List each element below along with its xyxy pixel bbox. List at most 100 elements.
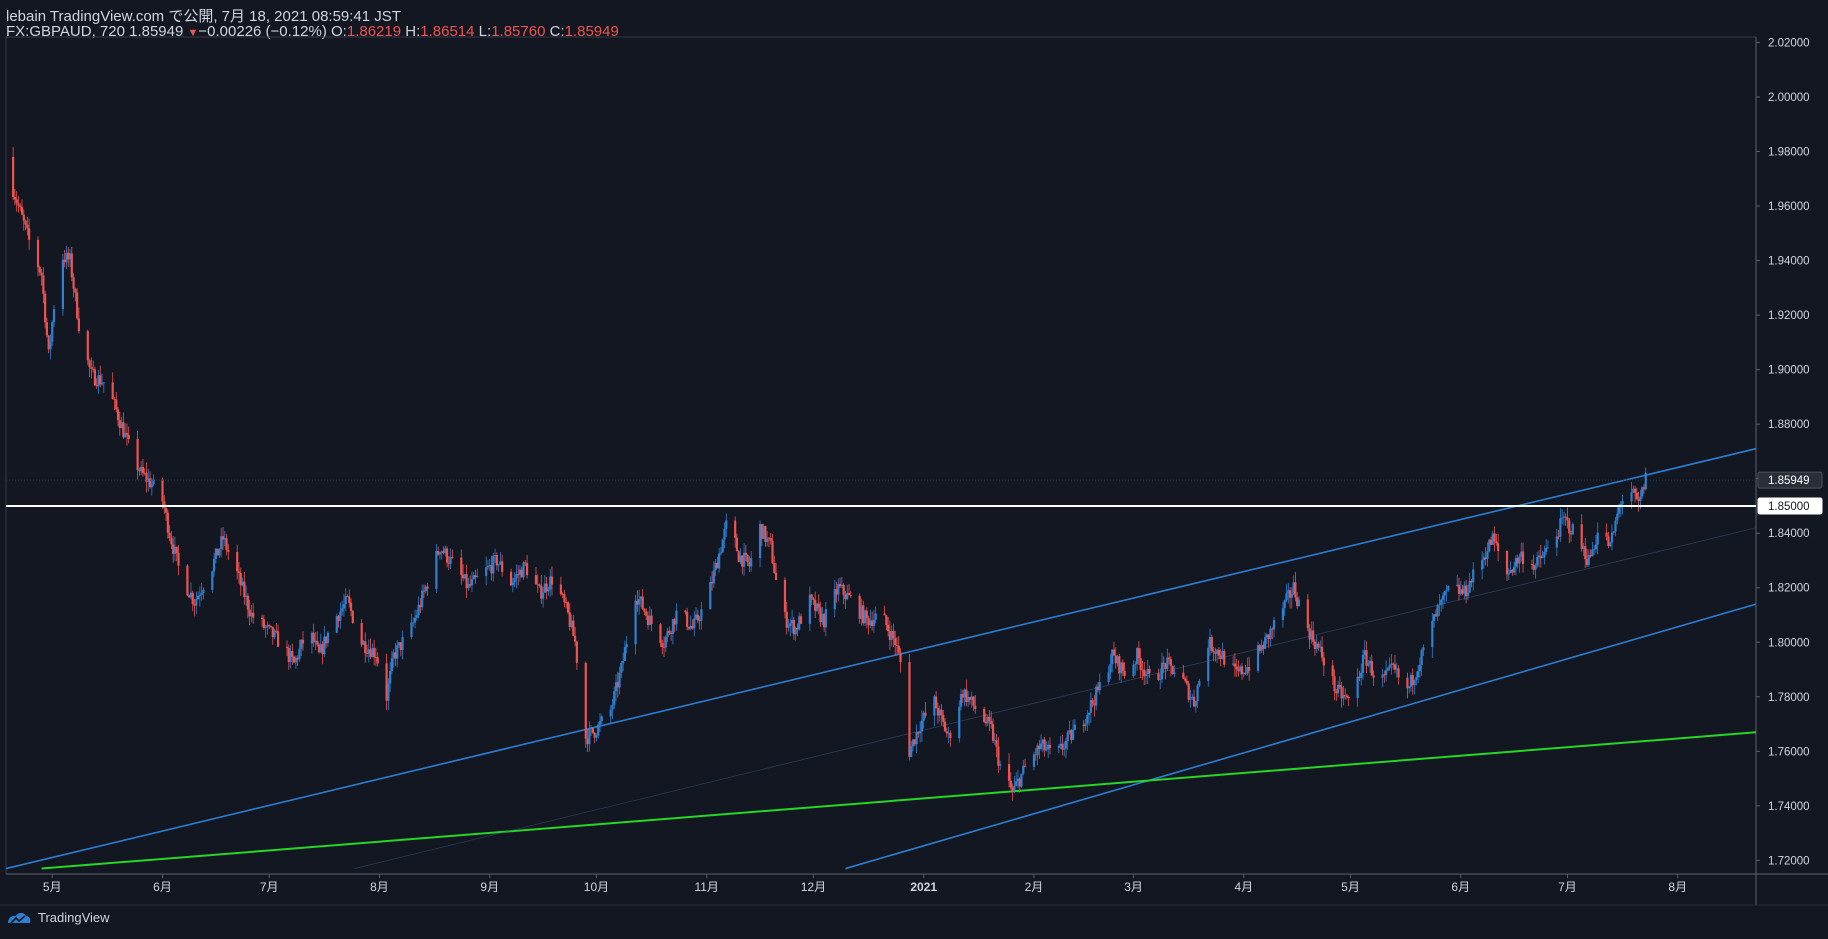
candle-body xyxy=(90,367,93,369)
candle-body xyxy=(360,622,363,645)
candle-body xyxy=(543,583,546,593)
candle-body xyxy=(1294,582,1297,598)
candle-body xyxy=(1472,569,1475,583)
candle-body xyxy=(467,584,470,589)
candle-body xyxy=(1095,686,1098,706)
plot-border xyxy=(5,36,1757,875)
candle-body xyxy=(915,732,918,745)
candle-body xyxy=(1536,556,1539,566)
candle-body xyxy=(908,662,911,757)
candle-body xyxy=(77,318,81,332)
candle-body xyxy=(686,611,689,627)
candle-body xyxy=(1481,560,1484,570)
candle-body xyxy=(1310,630,1313,640)
candle-body xyxy=(639,596,643,600)
candle-body xyxy=(1242,672,1245,675)
candle-body xyxy=(1132,664,1135,676)
candle-body xyxy=(641,596,644,610)
candle-body xyxy=(590,728,593,729)
candle-body xyxy=(1020,773,1023,787)
candle-body xyxy=(444,548,447,554)
candle-body xyxy=(1372,675,1375,678)
candle-body xyxy=(1594,544,1598,550)
y-tick-label: 1.78000 xyxy=(1768,692,1810,704)
candle-body xyxy=(1139,658,1142,670)
candle-body xyxy=(268,625,271,626)
candle-body xyxy=(1166,657,1169,669)
candle-body xyxy=(1283,600,1286,609)
candle-body xyxy=(1557,536,1560,538)
candle-body xyxy=(321,644,324,654)
candle-body xyxy=(493,555,497,557)
candle-body xyxy=(1047,744,1050,750)
candle-body xyxy=(243,581,246,598)
symbol-label[interactable]: FX:GBPAUD, 720 xyxy=(6,23,125,40)
candle-body xyxy=(1384,670,1388,676)
candle-body xyxy=(1418,665,1421,672)
candle-body xyxy=(260,617,264,620)
candle-body xyxy=(947,732,950,734)
candle-body xyxy=(796,627,799,630)
candle-body xyxy=(618,672,621,688)
candle-body xyxy=(1288,590,1292,598)
candle-body xyxy=(636,600,639,605)
candle-body xyxy=(1059,743,1062,746)
candle-body xyxy=(598,721,602,725)
low-value: 1.85760 xyxy=(491,23,546,40)
candle-body xyxy=(1489,539,1493,546)
candle-body xyxy=(218,549,221,556)
candle-body xyxy=(675,610,678,625)
candle-body xyxy=(1048,744,1052,748)
candle-body xyxy=(362,641,365,645)
candle-body xyxy=(52,309,56,323)
candle-body xyxy=(1256,645,1260,671)
trendlines[interactable] xyxy=(5,447,1757,870)
candle-body xyxy=(1457,584,1461,594)
candle-body xyxy=(12,156,15,197)
candle-body xyxy=(1148,669,1151,674)
candle-body xyxy=(1358,676,1361,678)
candle-body xyxy=(572,620,575,636)
candle-body xyxy=(1281,608,1285,621)
candle-body xyxy=(1011,787,1014,791)
candle-body xyxy=(673,619,676,625)
candle-body xyxy=(1118,656,1121,674)
candle-body xyxy=(186,565,189,596)
price-axis[interactable]: 1.72000 1.74000 1.76000 1.78000 1.80000 1.820… xyxy=(1756,37,1823,867)
candle-body xyxy=(346,596,349,597)
candle-body xyxy=(815,603,819,611)
horizontal-level[interactable] xyxy=(6,479,1756,507)
candle-body xyxy=(871,620,874,626)
candle-body xyxy=(968,696,972,700)
candle-body xyxy=(959,694,963,707)
candle-body xyxy=(819,607,822,623)
candle-body xyxy=(1530,563,1534,565)
candle-body xyxy=(1436,605,1439,617)
candle-body xyxy=(214,548,217,559)
candle-body xyxy=(236,552,239,572)
candle-body xyxy=(301,639,305,644)
candle-body xyxy=(520,569,523,578)
open-value: 1.86219 xyxy=(346,23,402,40)
candle-body xyxy=(922,712,925,721)
candle-body xyxy=(721,539,724,553)
candle-body xyxy=(440,551,443,553)
time-axis[interactable]: 5月 6月 7月 8月 9月 10月 11月 12月 2021 2月 3月 4月 5月 6月 7月 8月 xyxy=(43,874,1687,894)
candle-body xyxy=(716,562,719,569)
candle-body xyxy=(277,631,280,647)
candle-body xyxy=(373,648,376,658)
candle-body xyxy=(76,292,79,319)
candle-body xyxy=(1383,674,1386,676)
candle-body xyxy=(36,239,40,268)
y-tick-label: 1.84000 xyxy=(1768,528,1810,540)
candle-body xyxy=(485,567,488,577)
candle-body xyxy=(1589,554,1592,557)
candle-body xyxy=(316,640,319,645)
candle-body xyxy=(351,610,354,623)
candle-body xyxy=(488,565,491,567)
candle-body xyxy=(1210,636,1213,652)
candle-body xyxy=(899,652,902,663)
candle-body xyxy=(1159,679,1162,681)
candle-body xyxy=(445,548,449,563)
